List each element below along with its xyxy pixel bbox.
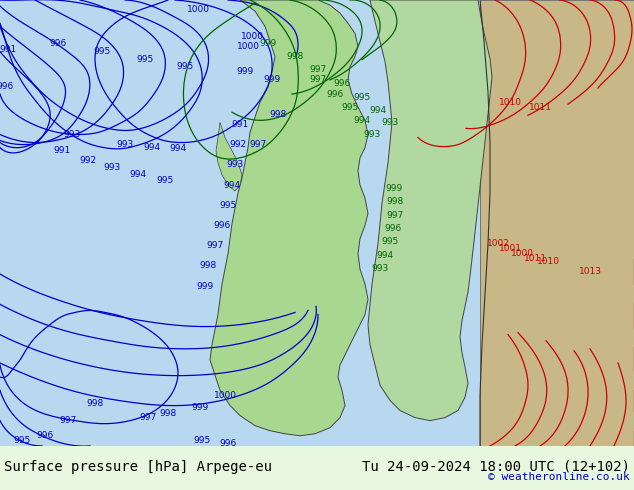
Text: 997: 997: [309, 75, 327, 84]
Text: Surface pressure [hPa] Arpege-eu: Surface pressure [hPa] Arpege-eu: [4, 460, 272, 474]
Text: 993: 993: [226, 160, 243, 170]
Text: 995: 995: [193, 436, 210, 445]
Text: 993: 993: [372, 265, 389, 273]
Text: 997: 997: [139, 413, 157, 422]
Text: Tu 24-09-2024 18:00 UTC (12+102): Tu 24-09-2024 18:00 UTC (12+102): [362, 460, 630, 474]
Text: 1001: 1001: [498, 244, 522, 253]
Text: 995: 995: [353, 93, 371, 101]
Text: 999: 999: [259, 39, 276, 48]
Text: 993: 993: [382, 118, 399, 127]
Text: 999: 999: [197, 282, 214, 291]
Text: 994: 994: [377, 251, 394, 260]
Text: 992: 992: [230, 140, 247, 149]
Text: 995: 995: [176, 62, 193, 71]
Text: 992: 992: [79, 156, 96, 165]
Text: 996: 996: [327, 90, 344, 98]
Text: 996: 996: [36, 431, 54, 441]
Text: 994: 994: [223, 180, 240, 190]
Text: 993: 993: [117, 140, 134, 149]
Text: 991: 991: [0, 45, 16, 54]
Text: 997: 997: [207, 241, 224, 250]
Text: 998: 998: [199, 262, 217, 270]
Text: 996: 996: [333, 79, 351, 88]
Text: 991: 991: [53, 146, 70, 155]
Text: 994: 994: [169, 144, 186, 153]
Text: 1000: 1000: [510, 249, 533, 258]
Text: 995: 995: [136, 55, 153, 64]
Text: 994: 994: [370, 106, 387, 115]
Text: 994: 994: [129, 171, 146, 179]
Text: 995: 995: [13, 436, 30, 445]
Text: 995: 995: [382, 237, 399, 246]
Text: 999: 999: [236, 67, 254, 76]
Text: 998: 998: [287, 52, 304, 61]
Text: 1010: 1010: [498, 98, 522, 107]
Text: 993: 993: [363, 130, 380, 139]
Text: 1002: 1002: [486, 239, 510, 248]
Text: 994: 994: [353, 116, 370, 125]
Text: 995: 995: [93, 47, 110, 56]
Text: 993: 993: [103, 163, 120, 172]
Text: 996: 996: [219, 440, 236, 448]
Text: 995: 995: [157, 176, 174, 186]
Polygon shape: [480, 0, 634, 446]
Text: 1011: 1011: [529, 103, 552, 112]
Text: 993: 993: [63, 130, 81, 139]
Text: 997: 997: [60, 416, 77, 425]
Text: 995: 995: [341, 103, 359, 112]
Polygon shape: [368, 0, 492, 420]
Text: 1013: 1013: [578, 268, 602, 276]
Text: 996: 996: [49, 39, 67, 48]
Text: 997: 997: [386, 211, 404, 220]
Text: 996: 996: [384, 224, 401, 233]
Polygon shape: [216, 122, 242, 191]
Text: 999: 999: [263, 75, 281, 84]
Text: 997: 997: [249, 140, 267, 149]
Text: © weatheronline.co.uk: © weatheronline.co.uk: [488, 472, 630, 482]
Text: 996: 996: [214, 221, 231, 230]
Text: 1000: 1000: [236, 42, 259, 51]
Text: 994: 994: [143, 143, 160, 152]
Text: 999: 999: [191, 403, 209, 412]
Text: 998: 998: [269, 110, 287, 119]
Text: 996: 996: [0, 82, 13, 92]
Text: 1000: 1000: [214, 391, 236, 400]
Text: 991: 991: [231, 120, 249, 129]
Text: 1011: 1011: [524, 254, 547, 263]
Text: 1000: 1000: [186, 4, 209, 14]
Text: 998: 998: [386, 196, 404, 206]
Text: 999: 999: [385, 184, 403, 193]
Text: 995: 995: [219, 201, 236, 210]
Text: 1010: 1010: [536, 257, 559, 267]
Text: 998: 998: [86, 399, 103, 408]
Text: 1000: 1000: [240, 32, 264, 41]
Text: 998: 998: [159, 409, 177, 418]
Polygon shape: [210, 0, 368, 436]
Text: 997: 997: [309, 65, 327, 74]
